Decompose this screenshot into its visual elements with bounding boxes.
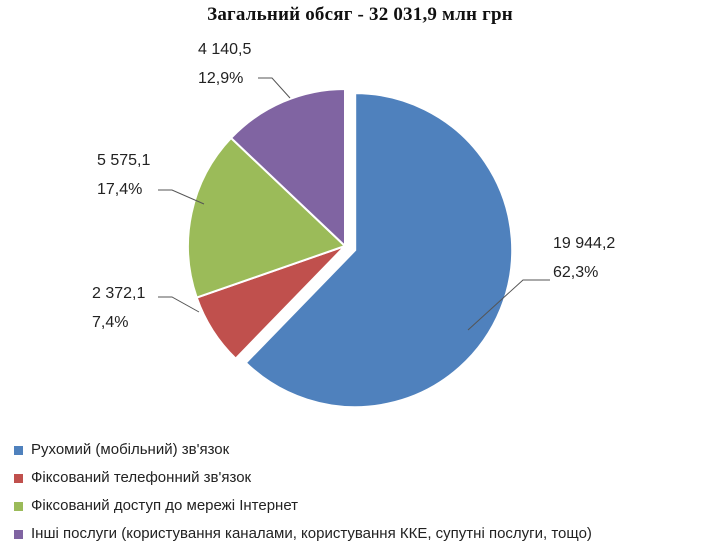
legend: Рухомий (мобільний) зв'язок Фіксований т…: [14, 436, 592, 548]
data-label-value-fixed-phone: 2 372,1: [92, 285, 145, 302]
data-label-percent-mobile: 62,3%: [553, 264, 598, 281]
data-label-value-other: 4 140,5: [198, 41, 251, 58]
leader-line-mobile: [467, 279, 550, 331]
legend-item-mobile: Рухомий (мобільний) зв'язок: [14, 436, 592, 464]
legend-swatch-mobile: [14, 445, 23, 455]
leader-line-fixed-internet: [158, 189, 205, 205]
pie-chart: 19 944,2 62,3% 2 372,1 7,4% 5 575,1 17,4% 4 14…: [92, 41, 615, 409]
data-label-value-fixed-internet: 5 575,1: [97, 152, 150, 169]
leader-line-fixed-phone: [158, 296, 200, 313]
pie-slices: [187, 87, 514, 409]
data-label-percent-other: 12,9%: [198, 70, 243, 87]
legend-item-fixed-phone: Фіксований телефонний зв'язок: [14, 464, 592, 492]
leader-lines: [158, 77, 550, 331]
legend-label-other: Інші послуги (користування каналами, кор…: [31, 525, 592, 542]
legend-label-fixed-internet: Фіксований доступ до мережі Інтернет: [31, 497, 299, 514]
data-label-percent-fixed-internet: 17,4%: [97, 181, 142, 198]
legend-label-fixed-phone: Фіксований телефонний зв'язок: [31, 469, 252, 486]
leader-line-other: [258, 77, 291, 99]
data-label-value-mobile: 19 944,2: [553, 235, 615, 252]
legend-item-other: Інші послуги (користування каналами, кор…: [14, 520, 592, 548]
data-label-percent-fixed-phone: 7,4%: [92, 314, 128, 331]
chart-title: Загальний обсяг - 32 031,9 млн грн: [207, 4, 513, 25]
legend-item-fixed-internet: Фіксований доступ до мережі Інтернет: [14, 492, 592, 520]
pie-slice-mobile: [244, 92, 514, 409]
legend-swatch-other: [14, 529, 23, 539]
legend-swatch-fixed-internet: [14, 501, 23, 511]
legend-swatch-fixed-phone: [14, 473, 23, 483]
pie-slice-fixed-internet: [187, 136, 347, 299]
pie-slice-other: [229, 87, 346, 249]
data-labels: 19 944,2 62,3% 2 372,1 7,4% 5 575,1 17,4% 4 14…: [92, 41, 615, 331]
legend-label-mobile: Рухомий (мобільний) зв'язок: [31, 441, 230, 458]
